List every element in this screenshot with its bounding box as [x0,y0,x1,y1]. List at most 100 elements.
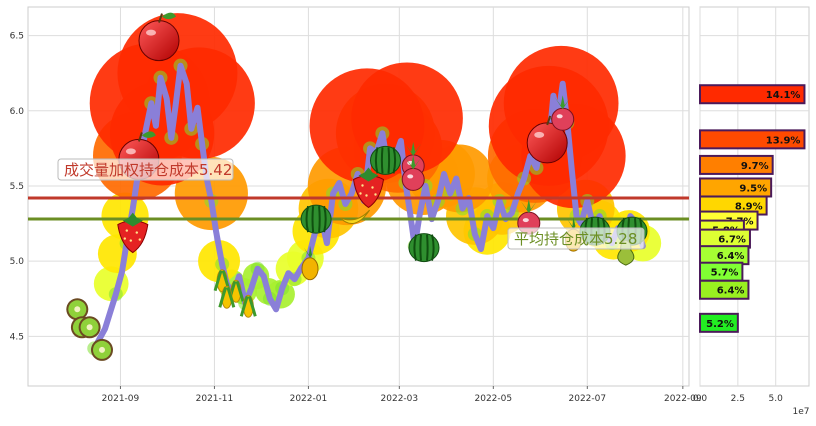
radish-icon [551,95,575,131]
watermelon-icon-part [413,234,417,261]
cost-label: 成交量加权持仓成本5.42 [64,161,232,179]
watermelon-icon-part [374,147,379,174]
cost-label-box [507,227,645,250]
apple-icon-part [546,115,552,126]
fruit-icons [66,12,648,361]
watermelon-icon-part [408,233,440,263]
strawberry-icon-part [122,212,143,227]
apple-icon-part [158,13,163,23]
watermelon-icon-part [323,205,327,233]
corn-icon [218,285,236,309]
volume-x-tick-label: 0.0 [693,394,708,404]
apple-icon-part [137,132,143,142]
price-axis-ticks: 2021-09 2021-11 2022-01 2022-03 2022-05 2022-… [10,32,702,404]
volume-axis-multiplier: 1e7 [793,407,810,417]
y-tick-label: 5.5 [10,182,24,192]
pineapple-icon [301,245,319,281]
apple-icon-part [162,12,176,20]
banana-icon-part [340,209,371,225]
volume-bar-label: 6.4% [717,286,745,297]
apple-icon [138,12,180,62]
apple-icon-part [534,131,545,138]
kiwi-icon-part [86,324,93,331]
strawberry-icon-part [125,229,128,232]
watermelon-icon-part [426,234,429,261]
volume-bar [699,129,806,150]
kiwi-icon [78,316,101,339]
kiwi-icon [91,338,113,361]
volume-bar [699,154,774,175]
strawberry-icon-part [371,186,374,189]
x-tick-label: 2022-03 [381,394,419,404]
strawberry-icon [117,212,149,254]
watermelon-icon-part [387,147,391,174]
watermelon-icon-part [431,234,435,261]
strawberry-icon-part [361,184,364,187]
y-tick-label: 6.5 [10,32,24,42]
watermelon-icon-part [392,147,397,174]
apple-icon-part [141,131,156,138]
volume-bar-label: 14.1% [766,90,801,101]
volume-bar-label: 5.7% [711,268,739,279]
y-tick-label: 6.0 [10,107,25,117]
volume-bar [699,84,806,105]
radish-icon-part [551,107,575,131]
volume-axis-ticks: 0.0 2.5 5.0 1e7 [693,394,810,417]
watermelon-icon [408,233,440,263]
watermelon-icon-part [305,205,310,233]
x-tick-label: 2022-07 [569,394,607,404]
radish-icon-part [556,114,563,119]
kiwi-icon [66,298,89,321]
radish-icon-part [401,167,425,191]
y-tick-label: 4.5 [10,332,24,342]
pineapple-icon-part [567,217,581,230]
strawberry-icon-part [138,238,141,241]
x-tick-label: 2021-11 [196,394,234,404]
volume-x-tick-label: 2.5 [731,394,745,404]
radish-icon-part [520,199,537,214]
corn-icon [213,269,231,293]
strawberry-icon-part [129,239,132,242]
volume-bar-label: 13.9% [766,135,801,146]
radish-icon-part [554,95,571,110]
watermelon-icon-part [311,206,315,233]
watermelon-icon-part [419,234,422,261]
radish-icon-part [405,155,422,170]
strawberry-icon-part [365,194,368,197]
strawberry-icon-part [359,192,362,195]
volume-distribution-panel: 14.1%13.9%9.7%9.5%8.9%7.7%5.8%6.7%6.4%5.… [693,6,810,417]
price-series-line [91,62,646,352]
strawberry-icon-part [135,231,138,234]
watermelon-icon [300,204,332,234]
strawberry-icon-part [358,167,379,182]
watermelon-icon-part [380,147,384,174]
y-tick-label: 5.0 [10,257,25,267]
volume-bar-label: 5.2% [706,319,734,330]
volume-bar [699,312,739,333]
apple-icon-part [146,29,156,36]
volume-bars: 14.1%13.9%9.7%9.5%8.9%7.7%5.8%6.7%6.4%5.… [699,84,806,333]
cost-label: 平均持仓成本5.28 [514,230,637,248]
volume-bar-label: 6.7% [718,235,746,246]
corn-icon [239,294,257,318]
x-tick-label: 2022-01 [290,394,328,404]
strawberry-icon-part [374,193,377,196]
radish-icon-part [407,174,414,179]
pineapple-icon-part [304,245,317,258]
volume-bar-label: 9.7% [741,161,769,172]
watermelon-icon [370,145,401,175]
pineapple-icon-part [301,257,319,281]
strawberry-icon [352,167,385,209]
watermelon-icon-part [300,204,332,234]
banana-icon [340,209,371,225]
corn-icon-part [218,286,236,308]
volume-bar [699,279,750,300]
radish-icon [401,155,425,191]
strawberry-icon-part [123,237,126,240]
watermelon-icon-part [370,145,401,175]
x-tick-label: 2022-05 [475,394,513,404]
kiwi-icon-part [99,346,105,353]
volume-x-tick-label: 5.0 [769,394,784,404]
